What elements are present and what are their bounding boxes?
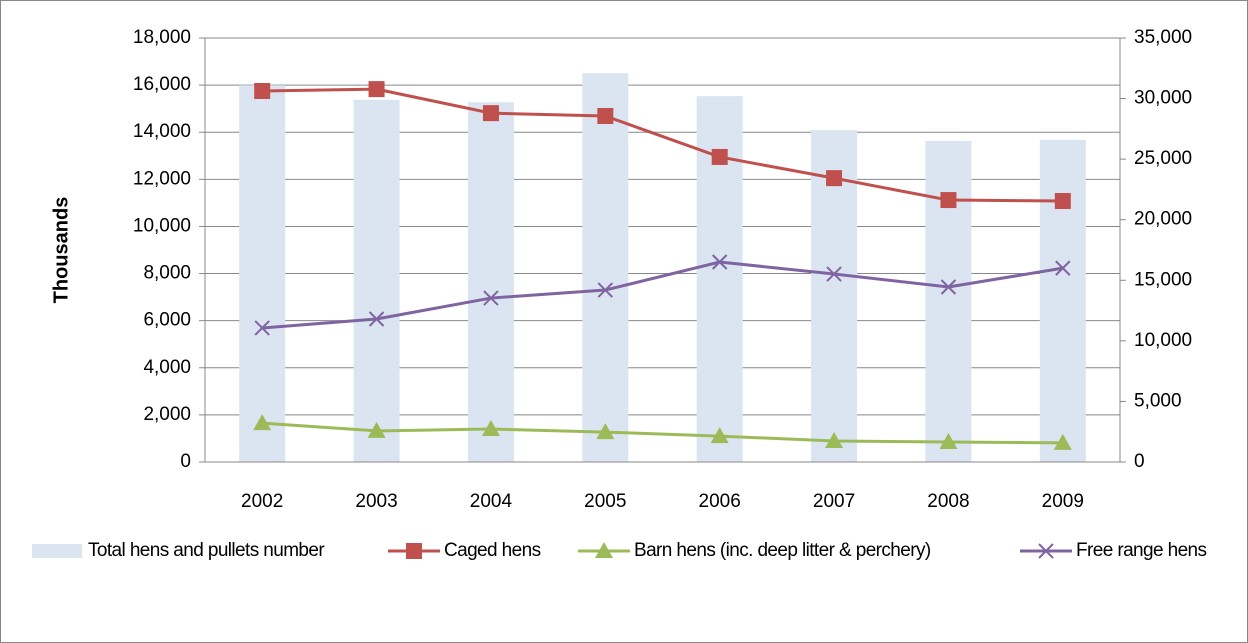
- y2-tick-label: 5,000: [1134, 390, 1182, 411]
- line-marker: [368, 81, 385, 98]
- line-marker: [481, 420, 500, 437]
- legend-marker: [595, 542, 613, 558]
- line-marker: [253, 414, 272, 431]
- x-tick-label: 2007: [813, 491, 855, 512]
- line-marker: [368, 311, 385, 327]
- line-marker: [254, 83, 271, 99]
- line: [262, 87, 1063, 203]
- x-tick-label: 2002: [241, 491, 283, 512]
- y2-tick-label: 30,000: [1134, 88, 1192, 109]
- bar: [925, 140, 972, 462]
- y2-tick-label: 0: [1134, 451, 1145, 472]
- y2-tick-label: 25,000: [1134, 148, 1192, 169]
- legend-label: Free range hens: [1076, 540, 1207, 561]
- x-tick-label: 2008: [927, 491, 969, 512]
- line: [262, 421, 1063, 445]
- y-tick-label: 0: [180, 451, 191, 472]
- line-marker: [597, 282, 614, 298]
- line-marker: [826, 266, 842, 282]
- line-marker: [254, 320, 270, 336]
- x-tick-label: 2005: [584, 491, 626, 512]
- y-tick-label: 12,000: [133, 168, 191, 189]
- y-tick-label: 8,000: [143, 263, 191, 284]
- line-marker: [1055, 260, 1071, 276]
- line-marker: [597, 107, 614, 124]
- y-tick-label: 14,000: [133, 121, 191, 142]
- x-tick-label: 2003: [355, 491, 397, 512]
- x-tick-label: 2004: [470, 491, 513, 512]
- bar: [582, 73, 629, 462]
- y-tick-label: 18,000: [133, 27, 191, 48]
- line-marker: [1053, 433, 1072, 450]
- bar: [239, 85, 286, 462]
- y-tick-label: 2,000: [143, 404, 191, 425]
- line: [262, 260, 1064, 330]
- bar: [467, 102, 514, 462]
- y-tick-label: 4,000: [143, 357, 191, 378]
- y2-tick-label: 35,000: [1134, 27, 1192, 48]
- line-marker: [1054, 193, 1071, 210]
- line-marker: [367, 421, 386, 438]
- line-marker: [940, 192, 957, 209]
- line-marker: [711, 148, 728, 165]
- y2-tick-label: 15,000: [1134, 269, 1192, 290]
- line-marker: [482, 105, 499, 122]
- y-axis-label: Thousands: [50, 197, 72, 304]
- line-marker: [940, 279, 957, 295]
- legend-marker: [406, 543, 422, 559]
- legend-label: Barn hens (inc. deep litter & perchery): [634, 540, 931, 561]
- line-marker: [483, 290, 499, 306]
- line-marker: [939, 432, 958, 449]
- line-marker: [825, 432, 844, 449]
- legend-marker: [1038, 543, 1054, 559]
- y-tick-label: 16,000: [133, 74, 191, 95]
- line-marker: [711, 254, 728, 270]
- bar: [353, 99, 400, 462]
- bar: [1039, 139, 1086, 462]
- line-marker: [826, 170, 843, 187]
- legend-swatch: [32, 544, 82, 558]
- y2-tick-label: 20,000: [1134, 209, 1192, 230]
- y-tick-label: 6,000: [143, 310, 191, 331]
- x-tick-label: 2006: [699, 491, 741, 512]
- legend-label: Total hens and pullets number: [88, 540, 325, 561]
- line-marker: [710, 427, 729, 444]
- y2-tick-label: 10,000: [1134, 330, 1192, 351]
- legend-label: Caged hens: [444, 540, 541, 561]
- x-tick-label: 2009: [1042, 491, 1084, 512]
- line-marker: [596, 423, 615, 440]
- y-tick-label: 10,000: [133, 215, 191, 236]
